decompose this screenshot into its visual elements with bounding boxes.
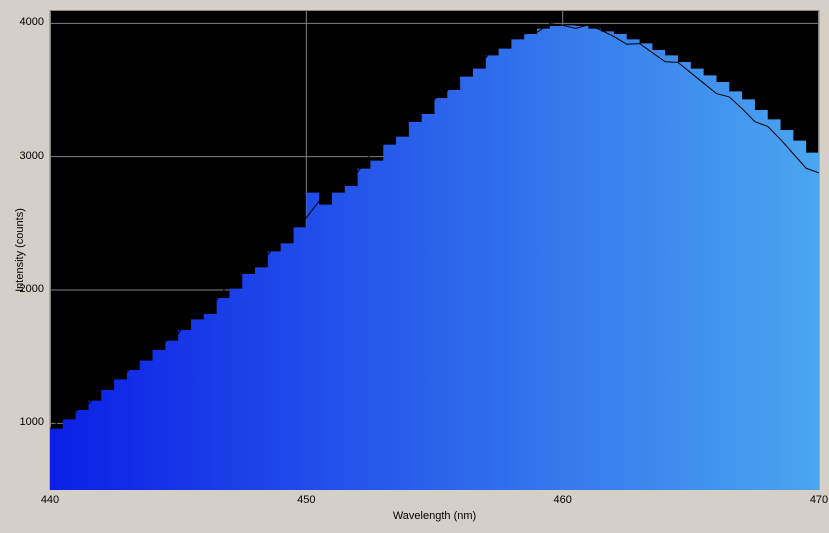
- xtick-label: 470: [799, 494, 829, 506]
- ytick-label: 1000: [0, 416, 44, 428]
- plot-svg: [0, 0, 829, 533]
- ytick-label: 4000: [0, 16, 44, 28]
- ytick-label: 2000: [0, 283, 44, 295]
- xtick-label: 460: [543, 494, 583, 506]
- chart-container: Intensity (counts) Wavelength (nm) 10002…: [0, 0, 829, 533]
- spectrum-area: [50, 25, 819, 490]
- ytick-label: 3000: [0, 150, 44, 162]
- xtick-label: 440: [30, 494, 70, 506]
- xtick-label: 450: [286, 494, 326, 506]
